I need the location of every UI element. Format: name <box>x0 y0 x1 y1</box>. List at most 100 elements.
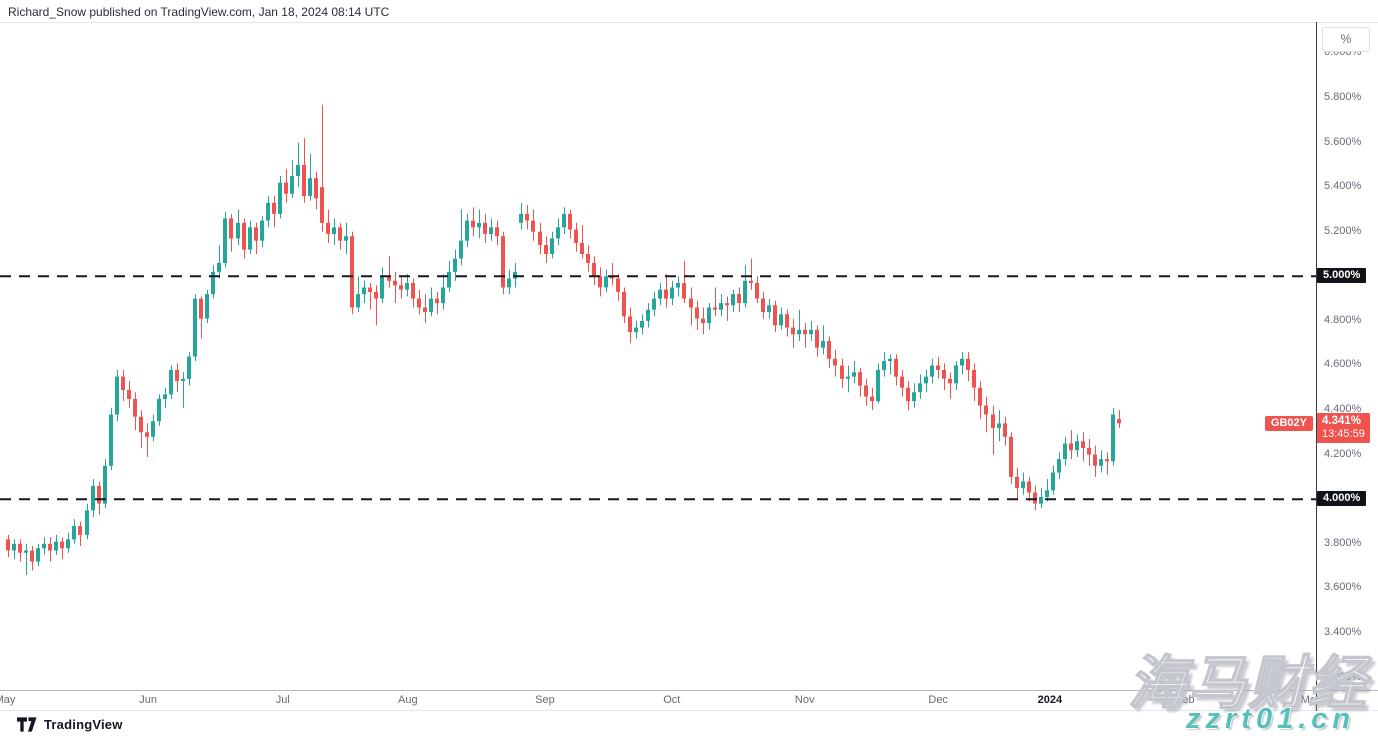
candle-body <box>797 329 801 335</box>
candle-body <box>670 287 674 299</box>
candle-body <box>507 278 511 288</box>
candle-body <box>217 262 221 272</box>
candle-body <box>622 291 626 317</box>
candle-body <box>719 303 723 310</box>
x-axis-tick-label: Jul <box>275 694 290 706</box>
y-axis-tick-label: 3.800% <box>1324 536 1362 549</box>
candle-body <box>91 485 95 511</box>
candle-body <box>374 291 378 299</box>
candle-body <box>991 414 995 428</box>
candle-body <box>767 305 771 312</box>
candle-body <box>568 213 572 230</box>
candle-body <box>344 236 348 241</box>
candle-body <box>326 222 330 234</box>
candle-body <box>978 387 982 406</box>
candle-body <box>54 541 58 551</box>
candle-body <box>1111 414 1115 462</box>
candle-body <box>1093 454 1097 466</box>
candle-body <box>278 182 282 214</box>
last-price-badge: 4.341% 13:45:59 <box>1317 413 1370 444</box>
y-axis-tick-label: 4.800% <box>1324 313 1362 326</box>
candle-body <box>350 236 354 308</box>
candle-body <box>960 358 964 366</box>
candle-body <box>151 421 155 437</box>
candle-body <box>139 416 143 433</box>
candle-body <box>163 394 167 399</box>
y-axis-tick-label: 3.400% <box>1324 625 1362 638</box>
candle-body <box>1003 423 1007 437</box>
y-axis-tick-label: 4.200% <box>1324 447 1362 460</box>
candle-body <box>72 526 76 540</box>
candle-body <box>852 372 856 377</box>
candle-body <box>1087 447 1091 455</box>
candle-body <box>266 202 270 221</box>
candle-body <box>103 465 107 504</box>
y-axis-tick-label: 5.200% <box>1324 224 1362 237</box>
candle-body <box>809 329 813 335</box>
candle-body <box>1051 472 1055 491</box>
candle-body <box>36 548 40 562</box>
candle-body <box>1057 459 1061 473</box>
candle-body <box>290 176 294 194</box>
candle-body <box>417 298 421 308</box>
candle-body <box>393 280 397 286</box>
candle-body <box>248 227 252 250</box>
level-price-badge: 4.000% <box>1317 491 1367 507</box>
candle-body <box>725 303 729 306</box>
time-axis-border <box>0 690 1378 691</box>
candle-body <box>900 376 904 388</box>
candle-body <box>864 385 868 397</box>
candle-body <box>302 164 306 197</box>
candle-body <box>18 543 22 553</box>
candle-body <box>1045 490 1049 497</box>
candle-body <box>447 271 451 288</box>
candle-body <box>211 271 215 295</box>
candle-body <box>1081 441 1085 448</box>
candle-body <box>441 287 445 304</box>
candle-body <box>157 398 161 422</box>
x-axis-tick-label: Oct <box>663 694 681 706</box>
axis-unit-button[interactable]: % <box>1322 27 1370 52</box>
candle-body <box>1117 419 1121 424</box>
candle-body <box>942 369 946 379</box>
candle-body <box>888 358 892 361</box>
candle-body <box>695 307 699 319</box>
last-price-countdown: 13:45:59 <box>1322 428 1365 441</box>
candle-body <box>48 543 52 551</box>
candle-body <box>60 541 64 549</box>
y-axis-tick-label: 3.200% <box>1324 670 1362 683</box>
x-axis-tick-label: 2024 <box>1037 694 1063 706</box>
candle-body <box>387 276 391 281</box>
candle-body <box>779 314 783 326</box>
candle-body <box>544 245 548 254</box>
candle-body <box>689 298 693 308</box>
candle-body <box>556 227 560 239</box>
candle-body <box>459 240 463 259</box>
time-axis[interactable]: May Jun Jul Aug Sep Oct Nov Dec 2024 Feb Mar <box>0 692 1316 710</box>
candle-body <box>1105 459 1109 462</box>
candle-body <box>229 218 233 239</box>
candle-body <box>731 294 735 306</box>
candle-body <box>78 526 82 535</box>
price-axis[interactable]: 6.000% 5.800% 5.600% 5.400% 5.200% 4.800% 4.60… <box>1317 22 1378 690</box>
candle-body <box>749 280 753 283</box>
candle-body <box>906 387 910 402</box>
candle-body <box>761 298 765 312</box>
chart-top-border <box>0 22 1378 23</box>
candle-body <box>858 372 862 386</box>
candle-body <box>187 356 191 379</box>
candle-body <box>598 276 602 288</box>
candle-body <box>513 271 517 279</box>
level-price-badge: 5.000% <box>1317 268 1367 284</box>
candle-body <box>489 227 493 234</box>
candle-body <box>773 305 777 326</box>
candle-body <box>713 307 717 310</box>
tradingview-brand-link[interactable]: TradingView <box>17 717 123 732</box>
candle-body <box>308 178 312 196</box>
candle-body <box>356 294 360 308</box>
candle-body <box>12 543 16 551</box>
y-axis-tick-label: 4.600% <box>1324 358 1362 371</box>
y-axis-tick-label: 5.400% <box>1324 180 1362 193</box>
